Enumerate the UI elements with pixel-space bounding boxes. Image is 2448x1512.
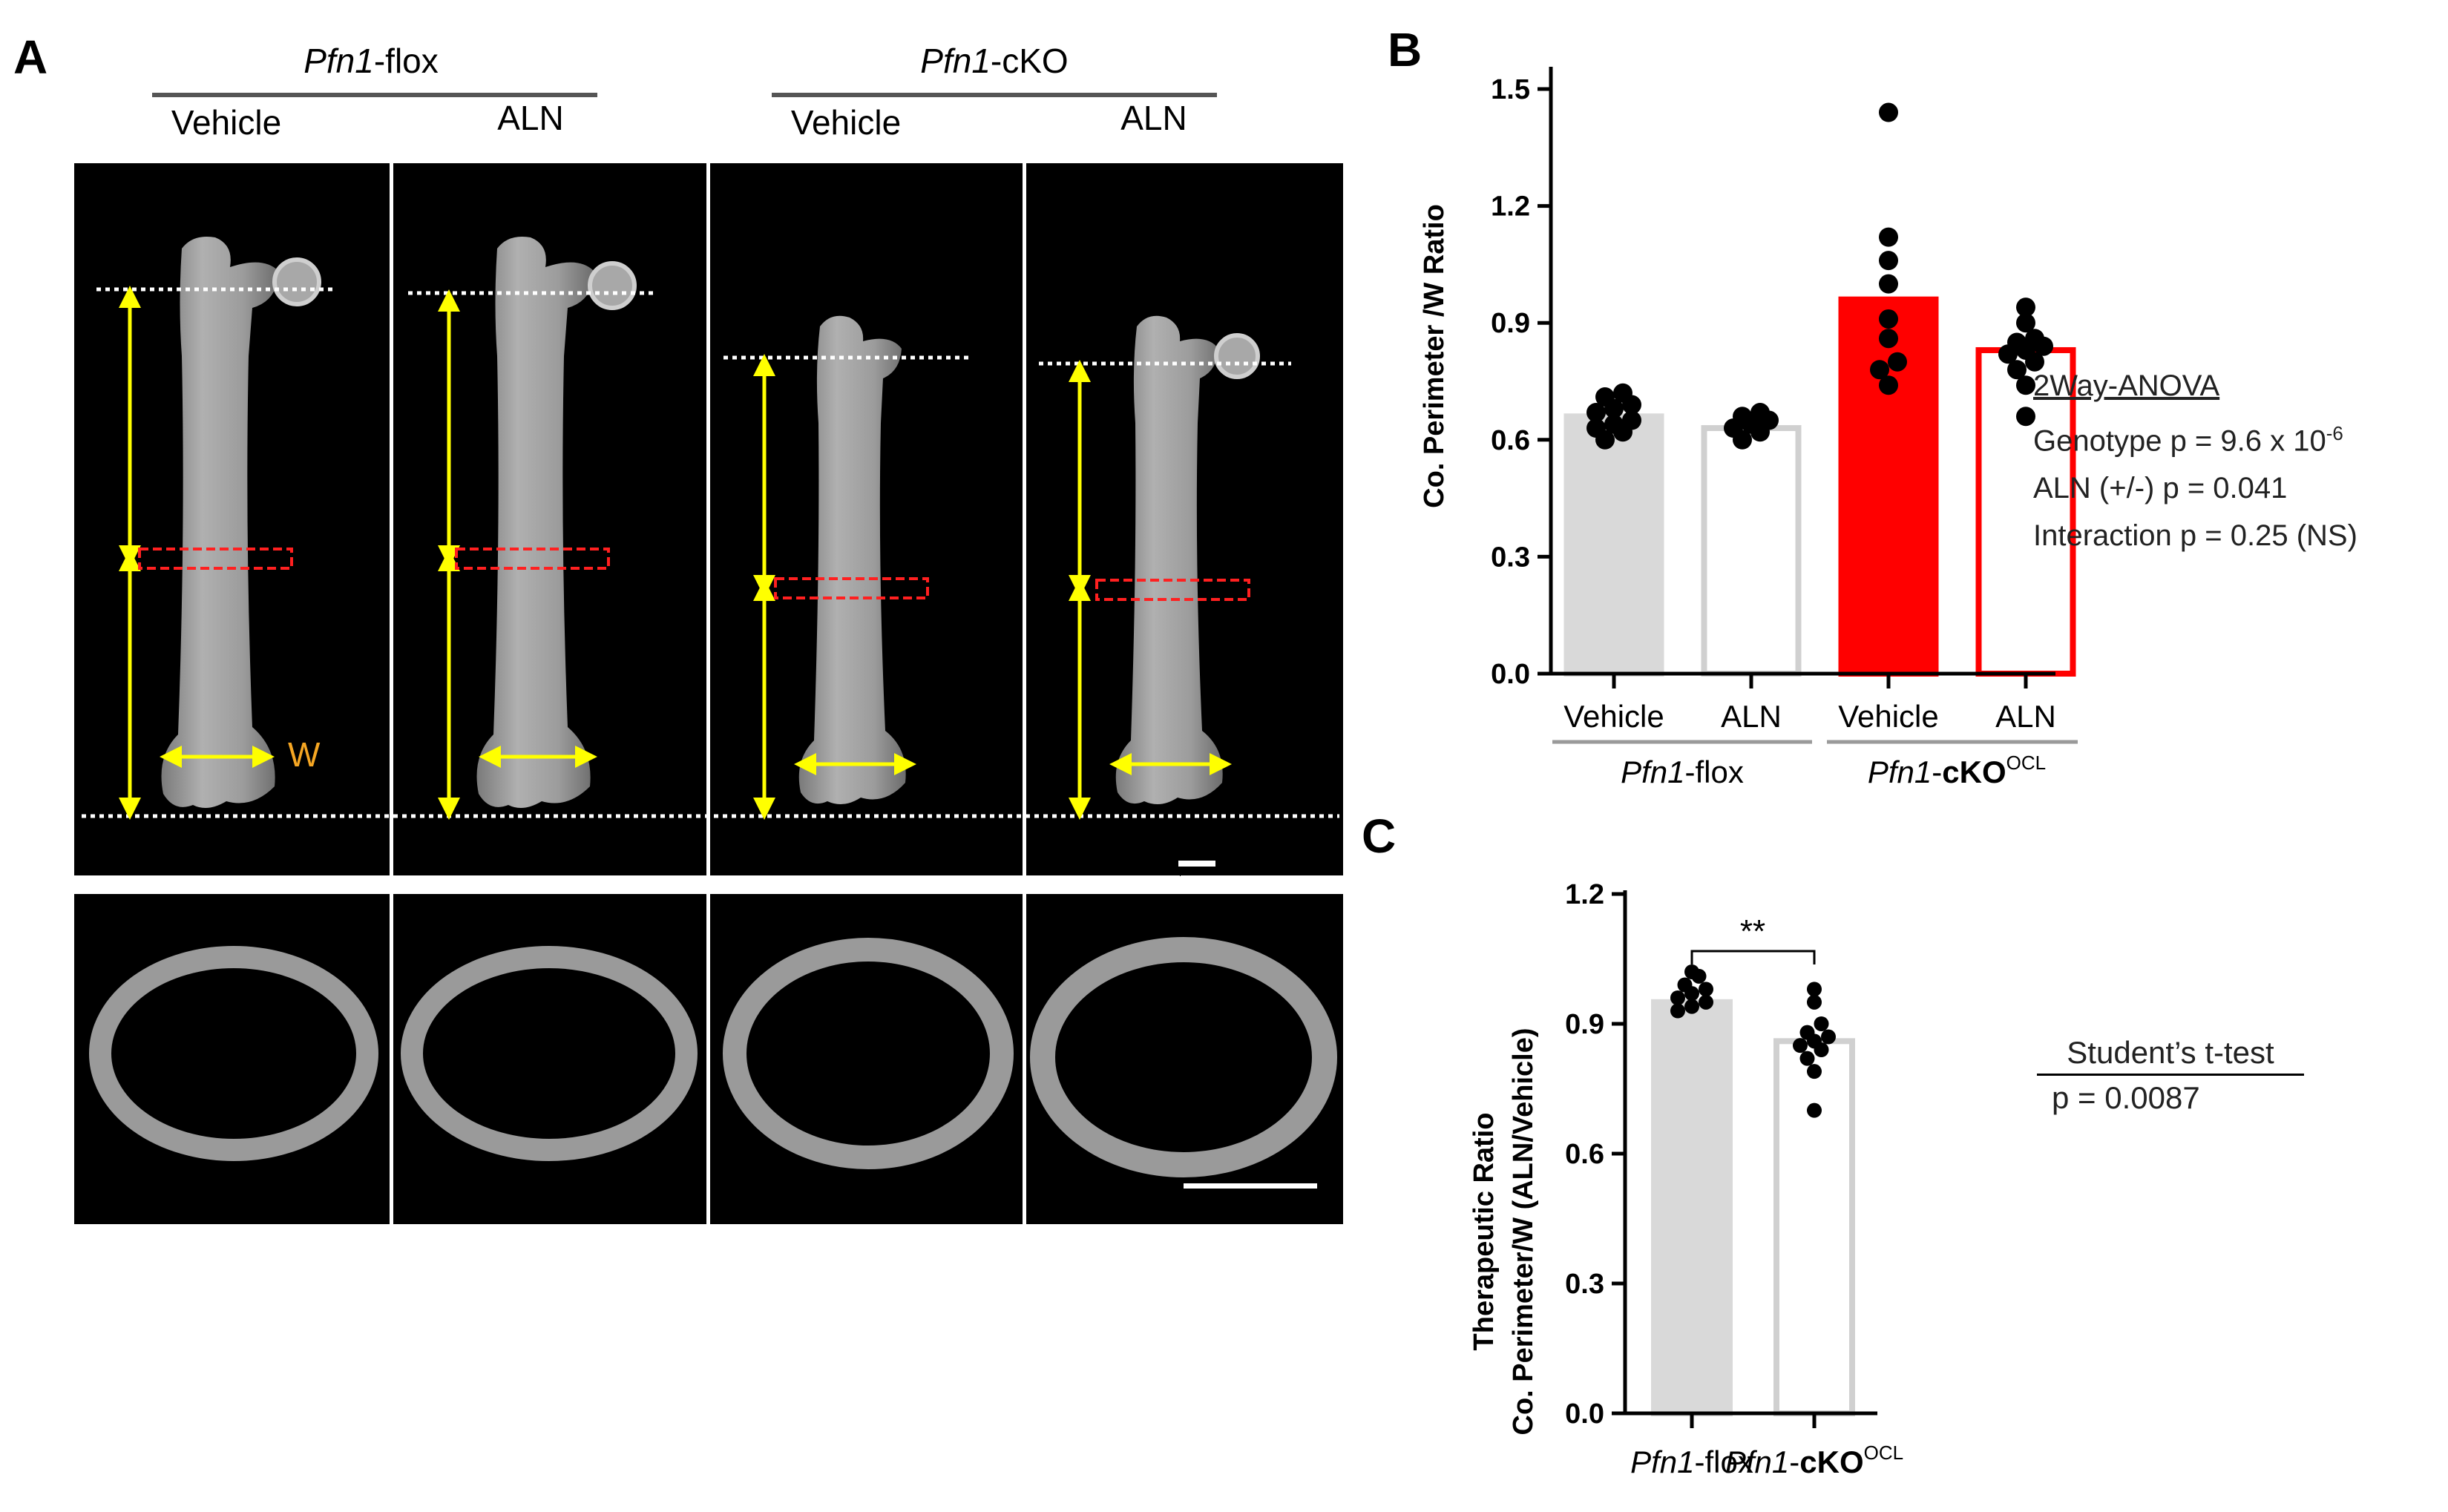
panel-c-data-point bbox=[1699, 994, 1713, 1010]
panel-c-data-point bbox=[1799, 1051, 1815, 1066]
panel-b-data-point bbox=[2016, 313, 2035, 333]
panel-c-ylabel-line1: Therapeutic Ratio bbox=[1469, 1113, 1500, 1351]
panel-c-significance-bracket bbox=[1690, 950, 1816, 964]
panel-c-data-point bbox=[1807, 1102, 1822, 1118]
panel-c-data-point bbox=[1807, 1064, 1822, 1079]
panel-a-group-flox-line bbox=[152, 93, 597, 97]
panel-c-ytick-label: 0.6 bbox=[1565, 1139, 1604, 1170]
panel-c-data-point bbox=[1807, 982, 1822, 997]
panel-b-stats-title: 2Way-ANOVA bbox=[2033, 369, 2220, 402]
panel-b-data-point bbox=[1613, 383, 1632, 403]
panel-c-letter: C bbox=[1362, 809, 1397, 863]
panel-c-category-label: Pfn1-cKOOCL bbox=[1725, 1442, 1903, 1479]
panel-c-data-point bbox=[1670, 990, 1685, 1005]
panel-a-flox-vehicle-label: Vehicle bbox=[171, 103, 282, 142]
panel-a-group-cko-line bbox=[772, 93, 1217, 97]
panel-b-ytick-label: 0.3 bbox=[1491, 542, 1530, 573]
panel-c-data-point bbox=[1793, 1038, 1808, 1054]
panel-b-chart: Co. Perimeter /W Ratio 0.0 0.3 0.6 0.9 1.2 1.… bbox=[1419, 67, 2078, 789]
panel-c-data-point bbox=[1684, 964, 1699, 979]
panel-c-significance-label: ** bbox=[1740, 913, 1765, 950]
panel-c-bar bbox=[1773, 1038, 1855, 1416]
panel-c-data-point bbox=[1799, 1025, 1815, 1040]
panel-c-data-point bbox=[1670, 1003, 1685, 1019]
bone-flox-aln bbox=[476, 237, 637, 808]
panel-b-group-label: Pfn1-cKOOCL bbox=[1868, 752, 2046, 789]
panel-b-ytick-label: 0.0 bbox=[1491, 659, 1530, 690]
panel-c-data-point bbox=[1684, 999, 1699, 1014]
panel-c-stats: Student’s t-test p = 0.0087 bbox=[2037, 1035, 2304, 1116]
panel-c-chart: Therapeutic Ratio Co. Perimeter/W (ALN/V… bbox=[1469, 879, 1903, 1479]
panel-c-ytick-label: 0.3 bbox=[1565, 1269, 1604, 1300]
panel-a-microct-images bbox=[74, 163, 1343, 1224]
panel-b-data-point bbox=[1879, 274, 1898, 294]
panel-a-group-flox-label: Pfn1-flox bbox=[303, 42, 439, 80]
panel-c-data-point bbox=[1699, 982, 1713, 997]
panel-b-data-point bbox=[1888, 352, 1907, 372]
panel-b-ytick-label: 0.6 bbox=[1491, 425, 1530, 456]
panel-c-ytick-label: 0.9 bbox=[1565, 1009, 1604, 1040]
panel-a-letter: A bbox=[13, 30, 48, 84]
panel-b-data-point bbox=[1870, 360, 1889, 380]
panel-b-stats: 2Way-ANOVA Genotype p = 9.6 x 10-6 ALN (… bbox=[2033, 362, 2357, 559]
panel-b-category-label: Vehicle bbox=[1838, 699, 1938, 734]
panel-b-data-point bbox=[1622, 410, 1641, 430]
panel-b-data-point bbox=[1750, 403, 1770, 423]
panel-b-data-point bbox=[2016, 407, 2035, 427]
panel-c-data-point bbox=[1814, 1016, 1829, 1031]
panel-c-ytick-label: 0.0 bbox=[1565, 1398, 1604, 1430]
panel-b-stats-interaction: Interaction p = 0.25 (NS) bbox=[2033, 519, 2357, 553]
panel-b-data-point bbox=[1879, 251, 1898, 271]
panel-c-stats-title: Student’s t-test bbox=[2037, 1035, 2304, 1076]
panel-b-bar bbox=[1563, 413, 1664, 677]
panel-b-data-point bbox=[1879, 329, 1898, 349]
panel-b-data-point bbox=[1879, 309, 1898, 329]
panel-b-bar bbox=[1701, 425, 1802, 677]
panel-b-data-point bbox=[1586, 403, 1606, 423]
panel-b-data-point bbox=[2007, 332, 2027, 352]
panel-b-data-point bbox=[1879, 102, 1898, 122]
panel-a-group-cko-label: Pfn1-cKO bbox=[920, 42, 1069, 80]
panel-c-ytick-label: 1.2 bbox=[1565, 879, 1604, 910]
panel-b-ytick-label: 0.9 bbox=[1491, 308, 1530, 339]
panel-b-category-label: ALN bbox=[1995, 699, 2056, 734]
bone-cko-aln bbox=[1115, 315, 1260, 804]
bone-flox-vehicle bbox=[161, 237, 321, 808]
panel-b-ytick-label: 1.5 bbox=[1491, 74, 1530, 105]
panel-a-cko-aln-label: ALN bbox=[1120, 99, 1187, 137]
panel-c-stats-p: p = 0.0087 bbox=[2052, 1080, 2200, 1115]
panel-b-stats-aln: ALN (+/-) p = 0.041 bbox=[2033, 472, 2288, 505]
panel-b-bar bbox=[1838, 296, 1939, 677]
panel-c-bar bbox=[1651, 999, 1733, 1417]
panel-c-category-label: Pfn1-flox bbox=[1630, 1444, 1753, 1479]
panel-b-category-label: Vehicle bbox=[1563, 699, 1664, 734]
panel-c-data-point bbox=[1677, 977, 1693, 993]
panel-a-flox-aln-label: ALN bbox=[497, 99, 564, 137]
panel-a-width-label: W bbox=[288, 735, 321, 774]
panel-b-ytick-label: 1.2 bbox=[1491, 191, 1530, 223]
panel-b-data-point bbox=[1586, 418, 1606, 438]
panel-b-stats-genotype: Genotype p = 9.6 x 10-6 bbox=[2033, 422, 2343, 458]
panel-c-data-point bbox=[1807, 994, 1822, 1010]
panel-b-data-point bbox=[2007, 360, 2027, 380]
panel-b-data-point bbox=[2016, 298, 2035, 318]
panel-b-data-point bbox=[1604, 414, 1624, 434]
panel-c-ylabel-line2: Co. Perimeter/W (ALN/Vehicle) bbox=[1508, 1028, 1539, 1435]
panel-b-category-label: ALN bbox=[1721, 699, 1782, 734]
panel-b-group-label: Pfn1-flox bbox=[1621, 755, 1744, 789]
panel-c-data-point bbox=[1821, 1029, 1836, 1045]
panel-b-data-point bbox=[1733, 407, 1752, 427]
panel-a-cko-vehicle-label: Vehicle bbox=[790, 103, 902, 142]
panel-b-data-point bbox=[1595, 387, 1615, 407]
panel-b-data-point bbox=[2025, 329, 2044, 349]
panel-b-data-point bbox=[1879, 227, 1898, 247]
panel-b-letter: B bbox=[1388, 23, 1422, 76]
panel-b-data-point bbox=[1879, 375, 1898, 395]
bone-cko-vehicle bbox=[798, 315, 906, 804]
panel-b-ylabel: Co. Perimeter /W Ratio bbox=[1419, 204, 1450, 508]
panel-b-data-point bbox=[2016, 375, 2035, 395]
